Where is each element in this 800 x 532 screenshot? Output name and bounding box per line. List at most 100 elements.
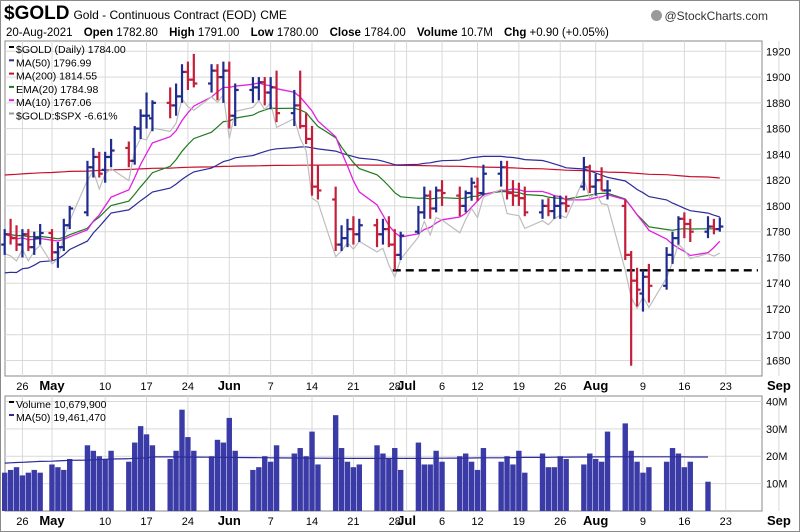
volume-legend-entry: Volume 10,679,900: [16, 399, 107, 411]
volume-bar: [598, 461, 605, 511]
volume-x-tick-label: 7: [268, 516, 274, 528]
volume-bar: [137, 426, 144, 511]
ohlc-bar: [231, 83, 239, 127]
ohlc-bar: [273, 70, 281, 123]
volume-bar: [37, 472, 43, 511]
price-x-tick-label: 16: [678, 381, 690, 393]
volume-bar: [96, 456, 102, 511]
volume-x-tick-label: 19: [513, 516, 525, 528]
volume-bar: [55, 467, 61, 511]
ohlc-bar: [143, 92, 151, 129]
volume-bar: [13, 467, 20, 511]
price-x-tick-label: 26: [16, 381, 28, 393]
volume-bar: [593, 458, 599, 511]
legend-swatch: [9, 99, 14, 102]
volume-bar: [25, 472, 32, 511]
volume-bar: [126, 461, 132, 511]
volume-bar: [185, 437, 191, 511]
volume-bar: [67, 458, 73, 511]
chart-title: $GOLD Gold - Continuous Contract (EOD) CME: [4, 3, 287, 27]
price-tick-label: 1820: [766, 175, 790, 187]
volume-bar: [273, 445, 280, 511]
ma50-line: [4, 146, 720, 274]
price-legend-entry: MA(10) 1767.06: [16, 97, 91, 109]
volume-bar: [179, 409, 185, 511]
volume-bar: [61, 469, 67, 511]
volume-bar: [587, 453, 593, 511]
price-tick-label: 1920: [766, 46, 790, 58]
price-x-tick-label: May: [39, 378, 65, 393]
volume-bar: [504, 456, 510, 511]
volume-bar: [439, 461, 445, 511]
ohlc-bar: [521, 186, 529, 217]
ohlc-bar: [633, 267, 641, 307]
price-legend-entry: EMA(20) 1784.98: [16, 84, 98, 96]
ohlc-bar: [66, 205, 74, 230]
volume-x-tick-label: Jun: [218, 513, 241, 528]
volume-bar: [397, 469, 404, 511]
price-legend-entry: MA(200) 1814.55: [16, 71, 97, 83]
volume-bar: [344, 461, 351, 511]
volume-x-tick-label: Aug: [583, 513, 608, 528]
volume-x-tick-label: 14: [306, 516, 318, 528]
volume-x-tick-label: Jul: [397, 513, 416, 528]
ohlc-bar: [190, 53, 198, 88]
volume-x-tick-label: 9: [640, 516, 646, 528]
volume-bar: [143, 434, 150, 511]
price-tick-label: 1700: [766, 330, 790, 342]
legend-swatch: [9, 112, 14, 115]
volume-bar: [214, 439, 221, 511]
low-value: 1780.00: [276, 27, 319, 39]
volume-bar: [421, 464, 428, 511]
ohlc-bar: [686, 218, 694, 242]
volume-bar: [522, 472, 528, 511]
ohlc-bar: [148, 100, 156, 132]
volume-bar: [338, 448, 345, 511]
volume-bar: [250, 469, 256, 511]
ohlc-bar: [562, 195, 570, 213]
price-tick-label: 1780: [766, 227, 790, 239]
close-value: 1784.00: [364, 27, 406, 39]
volume-bar: [480, 448, 487, 511]
volume-x-tick-label: 6: [439, 516, 445, 528]
price-tick-label: 1680: [766, 356, 790, 368]
volume-bar: [84, 445, 91, 511]
ohlc-bar: [36, 223, 44, 245]
volume-bar: [208, 456, 215, 511]
volume-bar: [102, 458, 108, 511]
volume-bar: [468, 461, 475, 511]
price-x-tick-label: Jul: [397, 378, 416, 393]
volume-bar: [132, 442, 138, 511]
stockcharts-brand[interactable]: @StockCharts.com: [651, 9, 768, 23]
price-tick-label: 1720: [766, 304, 790, 316]
volume-bar: [49, 464, 55, 511]
price-tick-label: 1860: [766, 124, 790, 136]
volume-bar: [309, 431, 315, 511]
ohlc-bar: [438, 180, 446, 206]
ohlc-bar: [397, 231, 405, 261]
price-x-tick-label: 7: [268, 381, 274, 393]
volume-x-tick-label: 26: [16, 516, 28, 528]
brand-logo-icon: [651, 10, 663, 21]
volume-bar: [256, 467, 262, 511]
volume-bar: [557, 456, 563, 511]
price-tick-label: 1840: [766, 149, 790, 161]
volume-bar: [191, 450, 197, 511]
volume-bar: [267, 461, 274, 511]
price-x-tick-label: 26: [554, 381, 566, 393]
ohlc-bar: [479, 164, 487, 196]
volume-bar: [297, 448, 303, 511]
volume-tick-label: 30M: [766, 424, 787, 436]
price-x-tick-label: 19: [513, 381, 525, 393]
volume-bar: [356, 464, 362, 511]
price-tick-label: 1760: [766, 252, 790, 264]
volume-x-tick-label: 17: [140, 516, 152, 528]
volume-bar: [226, 417, 232, 511]
volume-bar: [90, 450, 97, 511]
volume-x-tick-label: 16: [678, 516, 690, 528]
volume-bar: [173, 450, 179, 511]
volume-bar: [510, 464, 516, 511]
volume-bar: [705, 481, 711, 511]
volume-bar: [7, 469, 14, 511]
